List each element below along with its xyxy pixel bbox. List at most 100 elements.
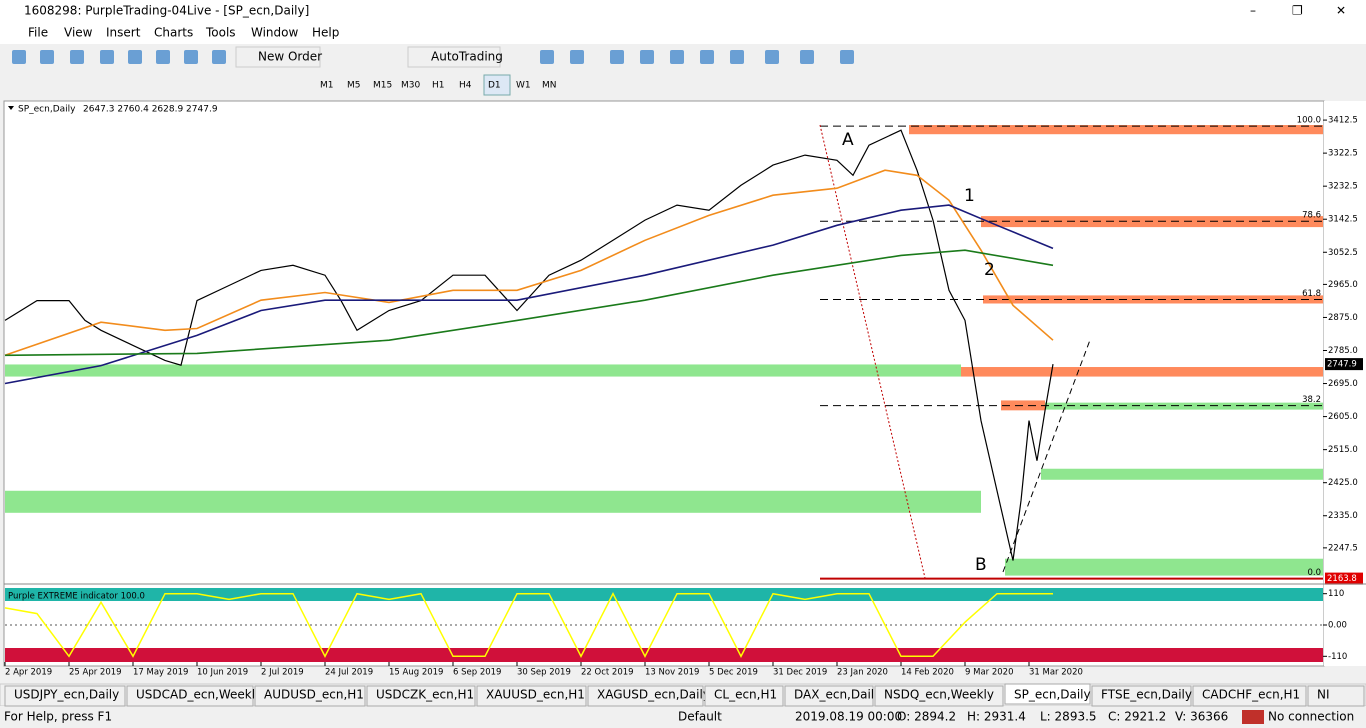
menu-item[interactable]: Tools (205, 26, 236, 40)
tab-label[interactable]: SP_ecn,Daily (1014, 688, 1091, 702)
new-order-button[interactable] (235, 46, 321, 68)
tab[interactable] (587, 685, 704, 707)
tab[interactable] (366, 685, 476, 707)
menu-item[interactable]: Help (312, 26, 339, 40)
maximize[interactable]: ❐ (1292, 4, 1303, 18)
tab[interactable] (874, 685, 1004, 707)
zone (1045, 402, 1323, 410)
menu-item[interactable]: Window (251, 26, 299, 40)
minimize[interactable]: – (1250, 4, 1256, 18)
tab[interactable] (126, 685, 254, 707)
tab-label[interactable]: CL_ecn,H1 (714, 688, 777, 702)
lower-band (5, 648, 1323, 662)
tab-label[interactable]: AUDUSD_ecn,H1 (264, 688, 364, 702)
toolbar-icon[interactable] (730, 50, 744, 64)
tab-label[interactable]: NI (1317, 688, 1330, 702)
marked-price-label: 2163.8 (1327, 574, 1357, 584)
tab[interactable] (1307, 685, 1365, 707)
x-tick-label: 31 Mar 2020 (1029, 668, 1083, 678)
indicator-title: Purple EXTREME indicator 100.0 (8, 592, 145, 602)
period-button[interactable]: MN (542, 81, 557, 91)
toolbar-icon[interactable] (184, 50, 198, 64)
toolbar-icon[interactable] (800, 50, 814, 64)
connection-icon (1242, 710, 1264, 724)
toolbar-icon[interactable] (700, 50, 714, 64)
new-order-label[interactable]: New Order (258, 50, 322, 64)
tab[interactable] (1192, 685, 1307, 707)
auto-trading-button[interactable] (407, 46, 501, 68)
y-tick-label: 2965.0 (1328, 280, 1358, 290)
period-button[interactable]: D1 (488, 81, 501, 91)
x-tick-label: 14 Feb 2020 (901, 668, 954, 678)
ohlc-label: 2647.3 2760.4 2628.9 2747.9 (83, 105, 218, 115)
tab[interactable] (1091, 685, 1192, 707)
tab[interactable] (476, 685, 587, 707)
close[interactable]: ✕ (1336, 4, 1346, 18)
tab-label[interactable]: CADCHF_ecn,H1 (1202, 688, 1300, 702)
y-tick-label: 2695.0 (1328, 379, 1358, 389)
y-tick-label: 2515.0 (1328, 445, 1358, 455)
x-tick-label: 5 Dec 2019 (709, 668, 758, 678)
zone (1005, 558, 1323, 576)
y-tick-label: -110 (1328, 652, 1347, 662)
moving-average (4, 204, 1054, 385)
y-tick-label: 2247.5 (1328, 543, 1358, 553)
status-volume: V: 36366 (1175, 710, 1228, 724)
tab-label[interactable]: XAGUSD_ecn,Daily (597, 688, 710, 702)
toolbar-icon[interactable] (840, 50, 854, 64)
period-button[interactable]: W1 (516, 81, 531, 91)
period-button[interactable]: M1 (320, 81, 334, 91)
period-button[interactable]: H1 (432, 81, 445, 91)
tab-label[interactable]: USDJPY_ecn,Daily (14, 688, 119, 702)
price-line (4, 129, 1054, 561)
toolbar-icon[interactable] (128, 50, 142, 64)
toolbar-icon[interactable] (70, 50, 84, 64)
period-button[interactable]: M15 (373, 81, 392, 91)
y-tick-label: 2605.0 (1328, 412, 1358, 422)
toolbar-icon[interactable] (640, 50, 654, 64)
active-period (483, 74, 511, 96)
tab[interactable] (704, 685, 784, 707)
tab[interactable] (254, 685, 366, 707)
status-close: C: 2921.2 (1108, 710, 1166, 724)
tab-label[interactable]: USDCAD_ecn,Weekly (136, 688, 262, 702)
toolbar-icon[interactable] (570, 50, 584, 64)
status-help: For Help, press F1 (4, 710, 112, 724)
toolbar-icon[interactable] (100, 50, 114, 64)
tab-label[interactable]: NSDQ_ecn,Weekly (884, 688, 994, 702)
period-button[interactable]: M30 (401, 81, 420, 91)
status-profile: Default (678, 710, 722, 724)
toolbar-icon[interactable] (540, 50, 554, 64)
tab-label[interactable]: XAUUSD_ecn,H1 (486, 688, 585, 702)
tab[interactable] (4, 685, 126, 707)
tab-label[interactable]: DAX_ecn,Daily (794, 688, 881, 702)
period-button[interactable]: H4 (459, 81, 472, 91)
toolbar-icon[interactable] (670, 50, 684, 64)
toolbar-icon[interactable] (12, 50, 26, 64)
menu-item[interactable]: File (28, 26, 48, 40)
marked-price-box (1325, 572, 1363, 585)
toolbar-icon[interactable] (610, 50, 624, 64)
price-axis (1324, 101, 1366, 666)
y-tick-label: 2335.0 (1328, 511, 1358, 521)
fib-start-line (819, 124, 926, 579)
tab-label[interactable]: FTSE_ecn,Daily (1101, 688, 1192, 702)
menu-item[interactable]: View (64, 26, 93, 40)
toolbar-icon[interactable] (40, 50, 54, 64)
tab[interactable] (784, 685, 874, 707)
fib-label: 78.6 (1302, 211, 1321, 221)
tab-label[interactable]: USDCZK_ecn,H1 (376, 688, 474, 702)
toolbar-icon[interactable] (212, 50, 226, 64)
auto-trading-label[interactable]: AutoTrading (431, 50, 503, 64)
x-tick-label: 6 Sep 2019 (453, 668, 501, 678)
tab[interactable] (1004, 683, 1091, 705)
menu-item[interactable]: Insert (106, 26, 141, 40)
toolbar-icon[interactable] (156, 50, 170, 64)
toolbar-icon[interactable] (765, 50, 779, 64)
menu-item[interactable]: Charts (154, 26, 193, 40)
zone (961, 367, 1323, 377)
period-button[interactable]: M5 (347, 81, 361, 91)
menu-bar (0, 22, 1366, 44)
